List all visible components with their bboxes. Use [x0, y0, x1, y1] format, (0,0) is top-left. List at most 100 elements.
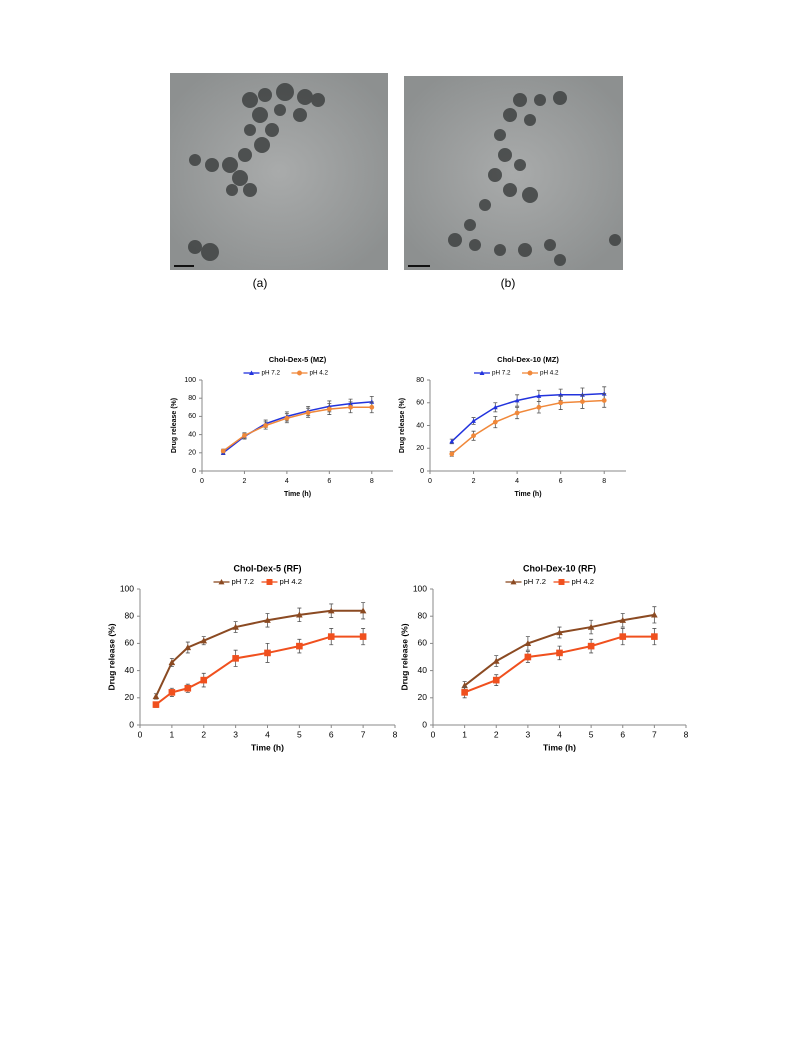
x-tick-label: 0 — [200, 478, 204, 485]
x-axis-title: Time (h) — [251, 742, 284, 752]
y-tick-label: 0 — [420, 468, 424, 475]
marker — [327, 633, 335, 640]
x-tick-label: 0 — [428, 478, 432, 485]
marker — [536, 404, 542, 410]
y-tick-label: 0 — [192, 468, 196, 475]
series-line — [451, 392, 605, 442]
y-axis-title: Drug release (%) — [399, 398, 406, 453]
x-tick-label: 4 — [557, 729, 562, 739]
marker — [556, 629, 563, 636]
marker — [587, 642, 595, 650]
marker — [514, 398, 520, 403]
marker — [326, 406, 332, 412]
chart-title: Chol-Dex-5 (RF) — [234, 563, 302, 573]
chart-title: Chol-Dex-10 (RF) — [523, 563, 596, 573]
x-axis-title: Time (h) — [543, 742, 576, 752]
x-tick-label: 0 — [431, 729, 436, 739]
x-tick-label: 1 — [462, 729, 467, 739]
legend-marker — [297, 370, 302, 376]
legend-marker — [510, 579, 517, 585]
marker — [492, 676, 500, 684]
legend-marker — [558, 579, 565, 585]
y-tick-label: 80 — [418, 610, 428, 620]
marker — [492, 419, 498, 425]
marker — [305, 410, 311, 416]
marker — [264, 649, 271, 657]
marker — [587, 623, 595, 630]
y-tick-label: 60 — [418, 638, 428, 648]
tem-image-a — [170, 73, 388, 270]
y-tick-label: 100 — [184, 377, 196, 384]
marker — [601, 398, 607, 403]
legend-marker — [266, 579, 273, 585]
legend-label: pH 7.2 — [262, 370, 281, 377]
legend-label: pH 4.2 — [310, 370, 329, 377]
x-axis-title: Time (h) — [284, 491, 311, 498]
y-tick-label: 40 — [418, 665, 428, 675]
x-tick-label: 8 — [684, 729, 689, 739]
marker — [264, 616, 271, 623]
y-tick-label: 0 — [129, 719, 134, 729]
x-tick-label: 2 — [242, 478, 246, 485]
chart-title: Chol-Dex-10 (MZ) — [497, 355, 559, 364]
legend-label: pH 4.2 — [280, 577, 303, 586]
marker — [348, 404, 353, 410]
marker — [556, 649, 563, 657]
series-line — [222, 401, 372, 454]
marker — [284, 415, 290, 421]
x-tick-label: 3 — [526, 729, 531, 739]
marker — [296, 642, 303, 650]
y-tick-label: 40 — [188, 431, 196, 438]
legend-marker — [527, 370, 533, 376]
y-tick-label: 80 — [125, 610, 135, 620]
y-tick-label: 20 — [125, 692, 135, 702]
x-tick-label: 3 — [233, 729, 238, 739]
marker — [461, 689, 468, 696]
x-tick-label: 8 — [393, 729, 398, 739]
x-tick-label: 8 — [602, 478, 606, 485]
marker — [327, 607, 335, 614]
x-tick-label: 6 — [620, 729, 625, 739]
x-tick-label: 7 — [361, 729, 366, 739]
marker — [168, 659, 176, 666]
x-tick-label: 2 — [472, 478, 476, 485]
y-tick-label: 20 — [416, 445, 424, 452]
marker — [471, 418, 476, 423]
image-caption: (a) — [253, 276, 268, 290]
marker — [168, 689, 176, 696]
marker — [558, 400, 564, 406]
series-line — [222, 406, 372, 452]
x-tick-label: 2 — [494, 729, 499, 739]
y-tick-label: 20 — [188, 450, 196, 457]
marker — [449, 439, 455, 444]
y-tick-label: 100 — [413, 583, 427, 593]
legend-label: pH 7.2 — [524, 577, 547, 586]
marker — [619, 633, 627, 640]
legend-label: pH 7.2 — [232, 577, 255, 586]
legend-label: pH 4.2 — [540, 370, 559, 377]
marker — [449, 451, 455, 457]
marker — [220, 448, 226, 454]
x-tick-label: 2 — [201, 729, 206, 739]
legend-label: pH 7.2 — [492, 370, 511, 377]
legend-label: pH 4.2 — [572, 577, 595, 586]
x-axis-title: Time (h) — [514, 491, 541, 498]
y-tick-label: 60 — [188, 413, 196, 420]
x-tick-label: 1 — [170, 729, 175, 739]
x-tick-label: 5 — [589, 729, 594, 739]
marker — [369, 404, 375, 410]
x-tick-label: 4 — [265, 729, 270, 739]
marker — [471, 433, 476, 439]
y-axis-title: Drug release (%) — [399, 623, 409, 690]
tem-image-b — [404, 76, 623, 270]
y-tick-label: 0 — [422, 719, 427, 729]
marker — [359, 633, 367, 640]
marker — [514, 410, 520, 416]
y-axis-title: Drug release (%) — [106, 623, 116, 690]
marker — [184, 684, 192, 692]
y-tick-label: 40 — [125, 665, 135, 675]
marker — [296, 611, 303, 618]
marker — [492, 657, 500, 664]
